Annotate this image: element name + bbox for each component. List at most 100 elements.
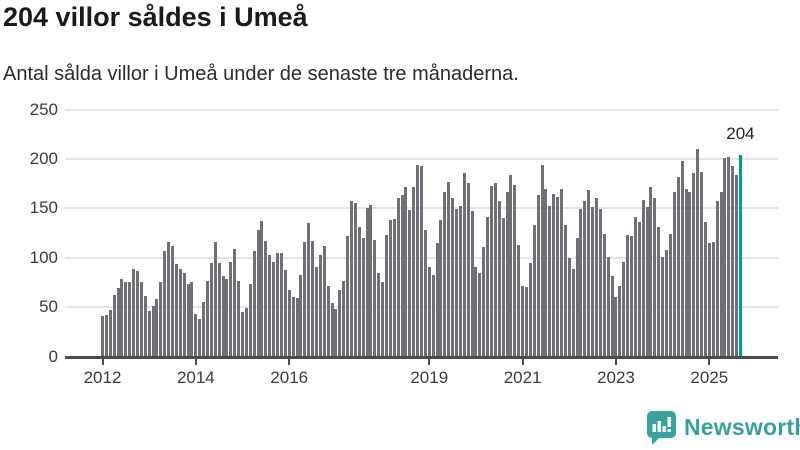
- bar: [303, 241, 307, 357]
- bar: [602, 233, 606, 357]
- x-axis-tick: [521, 359, 524, 365]
- bar: [381, 282, 385, 357]
- x-axis-tick: [614, 359, 617, 365]
- bar: [610, 276, 614, 357]
- bar: [692, 172, 696, 357]
- bar: [264, 240, 268, 357]
- bar: [248, 284, 252, 357]
- bar: [116, 288, 120, 357]
- bar: [591, 207, 595, 357]
- bar: [159, 282, 163, 357]
- bar: [108, 310, 112, 357]
- y-axis-label: 100: [29, 247, 58, 267]
- bar: [322, 245, 326, 357]
- bar: [641, 200, 645, 357]
- bar: [124, 282, 128, 357]
- bar: [548, 206, 552, 357]
- bar: [194, 314, 198, 357]
- bar: [513, 184, 517, 357]
- bar: [384, 234, 388, 357]
- x-axis-label: 2014: [176, 368, 215, 387]
- bar: [128, 282, 132, 357]
- bar: [707, 242, 711, 357]
- bar: [626, 234, 630, 357]
- bar: [563, 225, 567, 357]
- bar: [283, 269, 287, 357]
- bar: [167, 241, 171, 357]
- bar: [206, 281, 210, 357]
- newsworthy-wordmark: Newsworthy: [684, 413, 800, 440]
- bar: [696, 149, 700, 357]
- bar: [155, 299, 159, 357]
- bar: [147, 311, 151, 357]
- bar: [182, 272, 186, 357]
- bar: [536, 195, 540, 357]
- bar: [532, 225, 536, 357]
- bar: [493, 182, 497, 357]
- bar: [653, 198, 657, 357]
- bar: [361, 237, 365, 357]
- bar: [474, 266, 478, 357]
- bar: [723, 157, 727, 357]
- bar: [132, 268, 136, 357]
- bar: [369, 205, 373, 357]
- bar: [412, 186, 416, 357]
- bar: [268, 254, 272, 357]
- bar: [260, 221, 264, 357]
- x-axis-tick: [194, 359, 197, 365]
- bar: [505, 192, 509, 357]
- bar: [174, 263, 178, 357]
- bar: [435, 242, 439, 357]
- gridline: [65, 108, 778, 111]
- bar: [668, 233, 672, 357]
- bar: [715, 201, 719, 357]
- bar: [478, 272, 482, 357]
- y-axis-label: 150: [29, 198, 58, 218]
- bar: [528, 262, 532, 357]
- gridline: [65, 157, 778, 160]
- bar: [221, 276, 225, 357]
- bar: [598, 209, 602, 357]
- bar: [645, 207, 649, 357]
- bar: [560, 188, 564, 357]
- x-axis-label: 2016: [270, 368, 309, 387]
- bar: [719, 191, 723, 357]
- bar: [233, 248, 237, 357]
- bar: [334, 309, 338, 357]
- bar: [567, 257, 571, 357]
- bar: [392, 219, 396, 357]
- bar: [365, 208, 369, 357]
- bar: [101, 315, 104, 357]
- newsworthy-logo: Newsworthy: [646, 409, 800, 445]
- x-axis-label: 2025: [690, 368, 729, 387]
- x-axis-line: [65, 356, 778, 359]
- bar: [462, 172, 466, 357]
- bar: [727, 156, 731, 357]
- bar: [139, 282, 143, 357]
- bar: [649, 186, 653, 357]
- bar: [404, 186, 408, 357]
- bar: [521, 286, 525, 357]
- bar: [287, 290, 291, 357]
- bar: [377, 272, 381, 357]
- chart-subtitle: Antal sålda villor i Umeå under de senas…: [3, 63, 519, 85]
- bar: [120, 279, 124, 357]
- bar: [229, 261, 233, 357]
- bar: [501, 218, 505, 357]
- x-axis-label: 2021: [503, 368, 542, 387]
- bar: [431, 275, 435, 357]
- bar: [482, 246, 486, 357]
- bar: [314, 266, 318, 357]
- bar: [540, 164, 544, 357]
- bar: [470, 211, 474, 357]
- bar: [373, 239, 377, 357]
- bar: [326, 286, 330, 357]
- bar: [458, 206, 462, 357]
- bar: [291, 297, 295, 357]
- bar: [330, 303, 334, 357]
- bar: [731, 165, 735, 357]
- bar: [575, 237, 579, 357]
- bar: [112, 295, 116, 357]
